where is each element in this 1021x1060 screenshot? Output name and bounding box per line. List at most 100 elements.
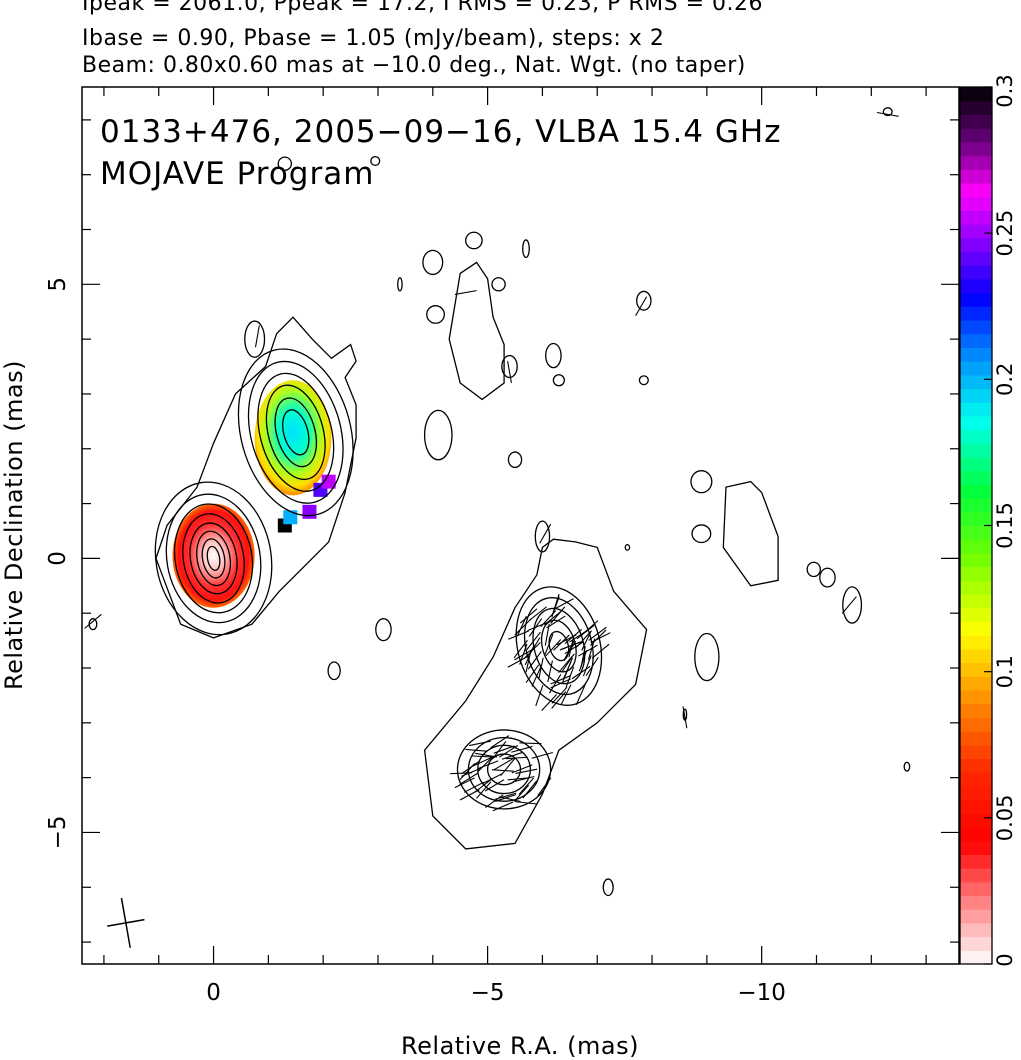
noise-contour xyxy=(423,409,453,461)
plot-subtitle: MOJAVE Program xyxy=(100,156,374,192)
polarization-vector xyxy=(519,643,528,665)
polarization-vector xyxy=(562,661,572,683)
colorbar-tick-label: 0.1 xyxy=(993,655,1017,688)
colorbar-band xyxy=(960,415,992,431)
noise-contour xyxy=(638,375,649,386)
polarization-vector xyxy=(591,643,610,659)
polarization-vector xyxy=(590,629,607,646)
noise-contour xyxy=(624,544,631,551)
polarization-vector xyxy=(475,752,497,758)
colorbar-band xyxy=(960,87,992,102)
polarization-vector xyxy=(571,665,591,680)
polarization-vector xyxy=(454,290,477,295)
plot-title: 0133+476, 2005−09−16, VLBA 15.4 GHz xyxy=(100,114,781,150)
polarization-pixel xyxy=(283,510,298,525)
colorbar-band xyxy=(960,813,992,828)
polarization-vector xyxy=(513,639,528,659)
colorbar-band xyxy=(960,511,992,527)
polarization-vector xyxy=(485,794,504,809)
polarization-vector xyxy=(469,740,491,747)
polarization-vector xyxy=(508,630,529,640)
polarization-vector xyxy=(682,706,688,729)
polarization-vector xyxy=(514,801,537,805)
polarization-vector xyxy=(527,651,542,670)
polarization-vector xyxy=(515,768,538,774)
colorbar-band xyxy=(960,456,992,472)
colorbar-tick-label: 0.25 xyxy=(993,210,1017,257)
colorbar-band xyxy=(960,237,992,253)
y-tick-label: 5 xyxy=(45,277,71,292)
beam-minor-axis xyxy=(107,918,145,927)
colorbar-band xyxy=(960,374,992,390)
noise-contour xyxy=(602,878,614,897)
noise-contour xyxy=(522,239,530,259)
knot-a-contour xyxy=(523,597,594,696)
polarization-vector xyxy=(559,641,581,651)
polarization-vector xyxy=(518,777,534,795)
colorbar-band xyxy=(960,607,992,623)
noise-contour xyxy=(534,520,551,553)
polarization-vector xyxy=(543,610,562,626)
polarization-vector xyxy=(539,523,552,544)
polarization-vector xyxy=(525,664,540,684)
colorbar-band xyxy=(960,484,992,499)
colorbar-band xyxy=(960,854,992,869)
colorbar-band xyxy=(960,525,992,540)
polarization-vector xyxy=(500,758,516,776)
noise-contour xyxy=(277,156,293,171)
polarization-vector xyxy=(544,633,554,655)
polarization-vector xyxy=(499,796,521,803)
polarization-vector xyxy=(547,660,554,683)
header-line-2: Ibase = 0.90, Pbase = 1.05 (mJy/beam), s… xyxy=(82,26,665,51)
noise-contour xyxy=(501,354,518,379)
colorbar-band xyxy=(960,402,992,417)
polarization-vector xyxy=(558,655,574,674)
polarization-vector xyxy=(578,644,598,657)
colorbar-band xyxy=(960,826,992,842)
colorbar-band xyxy=(960,744,992,760)
polarization-vector xyxy=(578,650,588,672)
colorbar-band xyxy=(960,717,992,732)
colorbar-band xyxy=(960,868,992,883)
jet-polarization xyxy=(254,380,332,496)
colorbar-band xyxy=(960,470,992,485)
noise-contour xyxy=(491,277,506,292)
colorbar-band xyxy=(960,731,992,746)
colorbar-band xyxy=(960,278,992,294)
outer-contour xyxy=(448,261,505,401)
colorbar-band xyxy=(960,361,992,376)
colorbar-band xyxy=(960,539,992,554)
knot-a-contour xyxy=(548,630,570,662)
colorbar-band xyxy=(960,840,992,855)
inner-jet-contour xyxy=(237,348,354,517)
colorbar-band xyxy=(960,128,992,143)
colorbar-band xyxy=(960,772,992,787)
polarization-vector xyxy=(463,781,484,793)
colorbar-band xyxy=(960,196,992,211)
polarization-vector xyxy=(465,748,488,752)
colorbar-tick-label: 0.3 xyxy=(993,74,1017,107)
colorbar-band xyxy=(960,388,992,403)
colorbar-band xyxy=(960,224,992,239)
polarization-vector xyxy=(519,608,538,624)
outer-contour xyxy=(423,538,648,850)
colorbar-band xyxy=(960,703,992,718)
core-contour xyxy=(173,503,254,614)
polarization-vector xyxy=(531,666,542,687)
colorbar-band xyxy=(960,648,992,664)
polarization-pixel xyxy=(302,504,317,519)
colorbar-band xyxy=(960,498,992,513)
y-tick-label: −5 xyxy=(45,815,71,849)
colorbar-band xyxy=(960,319,992,335)
inner-jet-contour xyxy=(265,384,326,481)
polarization-vector xyxy=(553,598,574,610)
polarization-vector xyxy=(549,674,562,694)
noise-contour xyxy=(691,524,712,544)
colorbar-band xyxy=(960,689,992,705)
polarization-vector xyxy=(581,630,592,651)
polarization-vector xyxy=(590,632,611,644)
knot-a-contour xyxy=(540,619,577,673)
polarization-vector xyxy=(582,655,592,677)
polarization-vector xyxy=(490,735,510,749)
polarization-vector xyxy=(505,756,528,760)
